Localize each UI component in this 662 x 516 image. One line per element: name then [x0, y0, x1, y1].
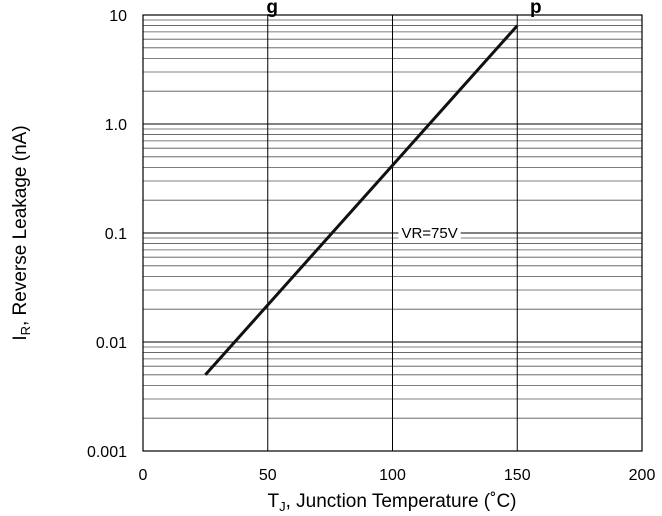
y-tick-label: 1.0	[105, 117, 127, 134]
annotation-vr-75v: VR=75V	[401, 225, 457, 242]
y-tick-label: 0.01	[96, 335, 127, 352]
x-tick-label: 50	[259, 467, 277, 484]
x-tick-label: 150	[504, 467, 531, 484]
x-axis-title-sub: J	[279, 499, 286, 514]
y-tick-label: 10	[109, 8, 127, 25]
y-axis-title-sub: R	[18, 326, 33, 335]
x-tick-label: 100	[379, 467, 406, 484]
x-axis-title: TJ, Junction Temperature (˚C)	[267, 491, 516, 514]
x-axis-title-main: T	[267, 491, 279, 512]
title-fragment-right: p	[530, 0, 542, 18]
y-tick-label: 0.1	[105, 226, 127, 243]
title-fragment-left: g	[266, 0, 278, 18]
y-axis-title: IR, Reverse Leakage (nA)	[10, 125, 33, 340]
x-tick-labels: 0 50 100 150 200	[139, 467, 656, 484]
x-axis-title-rest: , Junction Temperature (˚C)	[286, 491, 517, 512]
y-axis-title-main: I	[10, 335, 31, 340]
annotation-background	[398, 225, 461, 242]
y-tick-label: 0.001	[87, 444, 127, 461]
x-tick-label: 0	[139, 467, 148, 484]
y-axis-title-rest: , Reverse Leakage (nA)	[10, 125, 31, 326]
x-tick-label: 200	[629, 467, 656, 484]
series-layer	[204, 24, 519, 376]
plot-frame	[142, 14, 643, 452]
series-line	[204, 24, 519, 376]
y-tick-labels: 0.001 0.01 0.1 1.0 10	[87, 8, 127, 461]
